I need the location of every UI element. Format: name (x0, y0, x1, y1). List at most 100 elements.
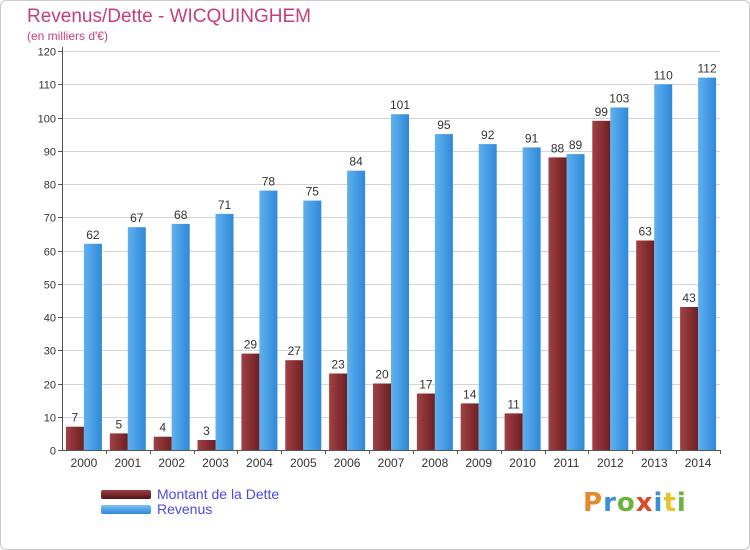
data-label-dette: 43 (682, 291, 696, 305)
data-label-dette: 23 (331, 358, 345, 372)
y-tick-label: 10 (44, 413, 56, 425)
data-label-dette: 27 (288, 344, 302, 358)
x-tick-label: 2011 (554, 456, 580, 470)
data-label-revenus: 95 (437, 118, 451, 132)
bar-dette (460, 403, 479, 450)
bar-revenus (698, 77, 717, 450)
data-label-revenus: 71 (218, 198, 232, 212)
data-label-revenus: 92 (481, 128, 495, 142)
y-tick-label: 60 (44, 247, 56, 259)
bar-dette (65, 426, 84, 450)
logo-letter: P (583, 488, 604, 518)
bar-dette (241, 353, 260, 450)
x-tick-label: 2014 (685, 456, 712, 470)
bar-dette (197, 440, 216, 450)
data-label-revenus: 84 (349, 155, 363, 169)
legend-swatch-revenus (101, 505, 151, 514)
data-label-dette: 20 (375, 368, 389, 382)
y-tick-label: 30 (44, 346, 56, 358)
x-tick-label: 2007 (378, 456, 405, 470)
data-label-dette: 29 (244, 338, 258, 352)
y-tick-label: 70 (44, 213, 56, 225)
x-tick-label: 2001 (114, 456, 141, 470)
bar-dette (285, 360, 304, 450)
data-label-dette: 3 (203, 424, 210, 438)
bar-revenus (610, 107, 629, 450)
data-label-dette: 5 (115, 417, 122, 431)
legend-label-dette: Montant de la Dette (157, 486, 280, 502)
y-tick-label: 90 (44, 147, 56, 159)
data-label-revenus: 110 (654, 68, 673, 82)
y-tick-label: 110 (38, 80, 56, 92)
data-label-dette: 11 (507, 397, 520, 411)
data-label-revenus: 68 (174, 208, 188, 222)
y-tick-label: 100 (38, 114, 56, 126)
logo-letter: o (616, 488, 636, 518)
data-label-revenus: 101 (390, 98, 410, 112)
data-label-revenus: 112 (698, 62, 717, 76)
x-tick-label: 2002 (158, 456, 185, 470)
data-label-revenus: 75 (306, 185, 320, 199)
x-tick-label: 2004 (246, 456, 273, 470)
data-label-revenus: 67 (130, 211, 144, 225)
logo-letter: r (603, 488, 617, 518)
bar-dette (329, 373, 348, 450)
bar-revenus (127, 227, 146, 450)
bar-dette (548, 157, 567, 450)
x-tick-label: 2009 (465, 456, 492, 470)
data-label-revenus: 78 (262, 175, 276, 189)
x-tick-label: 2005 (290, 456, 317, 470)
proxiti-logo: Proxiti (583, 488, 687, 518)
bar-dette (416, 393, 435, 450)
x-tick-label: 2010 (509, 456, 536, 470)
x-tick-label: 2013 (641, 456, 668, 470)
bar-revenus (83, 243, 102, 450)
bar-revenus (215, 213, 234, 450)
data-label-dette: 63 (639, 225, 653, 239)
bar-revenus (303, 200, 322, 450)
data-label-dette: 17 (419, 378, 433, 392)
y-tick-label: 120 (38, 47, 56, 59)
chart-title: Revenus/Dette - WICQUINGHEM (27, 6, 311, 27)
x-tick-label: 2006 (334, 456, 361, 470)
legend-swatch-dette (101, 490, 151, 499)
data-label-dette: 99 (595, 105, 609, 119)
logo-letter: i (676, 488, 687, 518)
bar-dette (153, 436, 172, 450)
bar-revenus (434, 134, 453, 450)
x-tick-label: 2008 (422, 456, 449, 470)
bar-dette (109, 433, 128, 450)
logo-letter: t (663, 488, 677, 518)
bar-revenus (259, 190, 278, 450)
y-tick-label: 40 (44, 313, 56, 325)
y-tick-label: 20 (44, 380, 56, 392)
x-tick-label: 2000 (71, 456, 98, 470)
y-tick-label: 0 (50, 446, 56, 458)
legend-label-revenus: Revenus (157, 501, 213, 517)
bar-revenus (478, 144, 497, 450)
data-label-dette: 7 (72, 411, 79, 425)
data-label-revenus: 89 (569, 138, 583, 152)
bar-revenus (522, 147, 541, 450)
bar-dette (373, 383, 391, 450)
chart-subtitle: (en milliers d'€) (27, 29, 108, 43)
y-tick-label: 80 (44, 180, 56, 192)
bar-revenus (171, 223, 190, 450)
data-label-dette: 88 (551, 141, 565, 155)
data-label-revenus: 103 (609, 92, 629, 106)
y-tick-label: 50 (44, 280, 56, 292)
logo-letter: i (653, 488, 664, 518)
bar-dette (636, 240, 655, 450)
bar-revenus (566, 154, 585, 450)
bar-revenus (391, 114, 409, 450)
bar-dette (592, 120, 611, 451)
data-label-revenus: 62 (86, 228, 100, 242)
bar-revenus (347, 170, 366, 450)
data-label-dette: 4 (159, 421, 166, 435)
bar-dette (680, 307, 699, 450)
bar-dette (504, 413, 523, 450)
logo-letter: x (635, 488, 654, 518)
data-label-dette: 14 (463, 387, 477, 401)
